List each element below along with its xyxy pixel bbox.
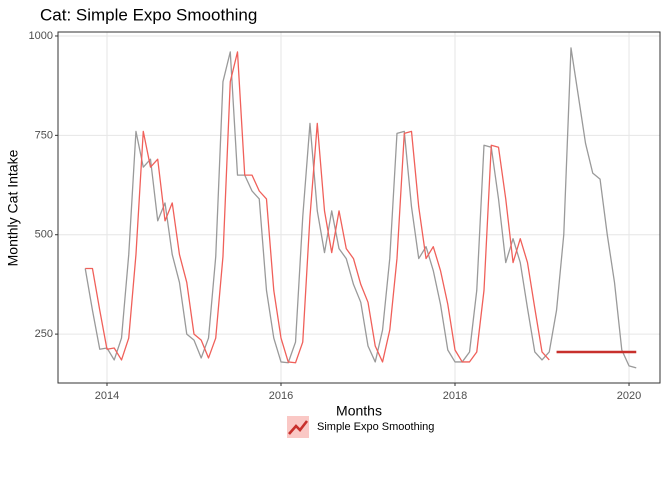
y-axis-title: Monthly Cat Intake	[5, 149, 21, 266]
y-tick-label: 750	[35, 129, 53, 141]
series-line	[84, 47, 637, 369]
x-tick-label: 2014	[95, 390, 119, 402]
series-line	[85, 51, 550, 364]
legend-icon	[288, 420, 309, 435]
x-axis-title: Months	[336, 403, 382, 419]
legend: Simple Expo Smoothing	[287, 416, 434, 438]
marks	[84, 47, 637, 369]
y-tick-label: 250	[35, 328, 53, 340]
x-tick-label: 2018	[443, 390, 467, 402]
panel-border	[57, 31, 661, 384]
legend-item: Simple Expo Smoothing	[287, 416, 434, 438]
x-tick-label: 2020	[617, 390, 641, 402]
chart-title: Cat: Simple Expo Smoothing	[40, 5, 257, 24]
grid	[58, 32, 660, 383]
x-tick-label: 2016	[269, 390, 293, 402]
y-tick-label: 1000	[29, 30, 53, 42]
y-tick-label: 500	[35, 229, 53, 241]
legend-label: Simple Expo Smoothing	[317, 421, 434, 433]
axes: 250 500 750 1000 2014 2016 2018 2020	[29, 30, 642, 402]
